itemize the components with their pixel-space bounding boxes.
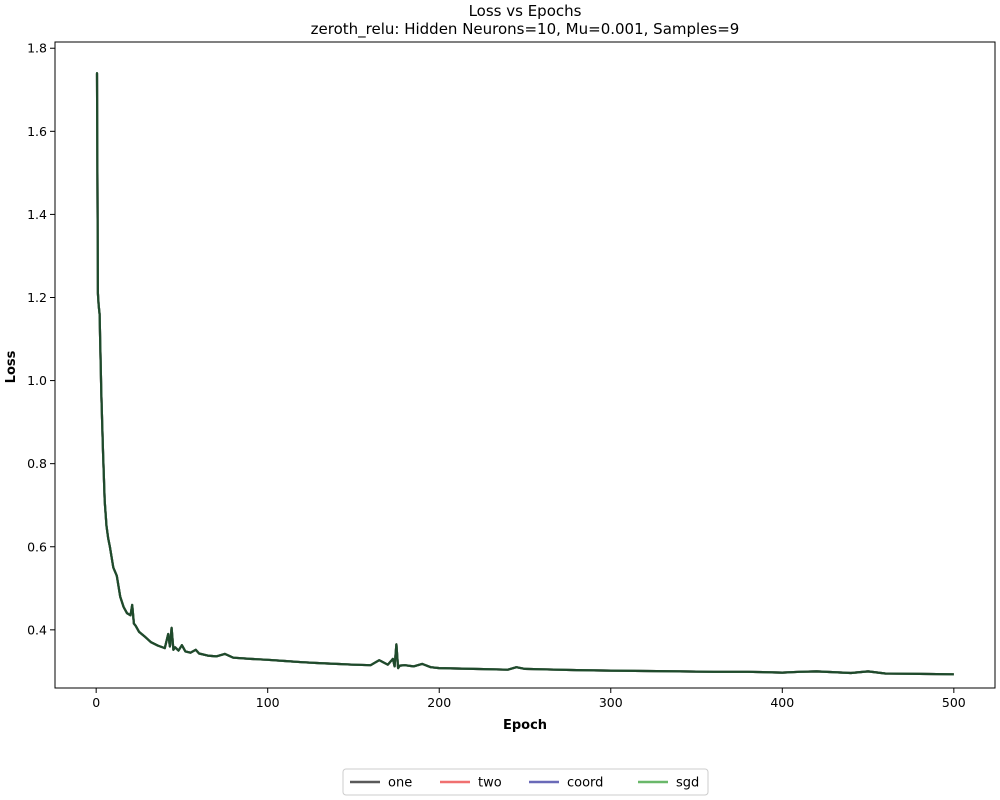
y-axis: 0.4 0.6 0.8 1.0 1.2 1.4 1.6 1.8: [27, 41, 55, 637]
x-axis-label: Epoch: [503, 718, 547, 733]
y-tick-label: 0.8: [27, 456, 47, 471]
y-tick-label: 0.4: [27, 622, 47, 637]
y-tick-label: 1.0: [27, 373, 47, 388]
x-axis: 0 100 200 300 400 500: [92, 688, 966, 710]
x-tick-label: 100: [256, 695, 280, 710]
y-tick-label: 1.4: [27, 207, 47, 222]
y-axis-label: Loss: [4, 350, 19, 383]
x-tick-label: 500: [942, 695, 966, 710]
series-line-two: [95, 72, 954, 676]
y-tick-label: 1.2: [27, 290, 47, 305]
series-line-overlap: [95, 72, 954, 676]
x-tick-label: 300: [599, 695, 623, 710]
chart-title: Loss vs Epochs: [469, 2, 582, 20]
legend-frame: [342, 768, 709, 796]
legend: one two coord sgd: [342, 768, 709, 796]
y-tick-label: 0.6: [27, 539, 47, 554]
legend-label-sgd: sgd: [676, 776, 699, 791]
chart-subtitle: zeroth_relu: Hidden Neurons=10, Mu=0.001…: [311, 20, 740, 39]
series-line-sgd: [95, 72, 954, 676]
y-tick-label: 1.6: [27, 124, 47, 139]
y-tick-label: 1.8: [27, 41, 47, 56]
plot-frame: [54, 41, 996, 689]
legend-label-coord: coord: [567, 776, 603, 791]
x-tick-label: 0: [92, 695, 100, 710]
x-tick-label: 200: [427, 695, 451, 710]
legend-label-two: two: [478, 776, 502, 791]
series-line-coord: [95, 72, 954, 676]
plot-area: [95, 72, 954, 676]
x-tick-label: 400: [770, 695, 794, 710]
series-line-one: [95, 72, 954, 676]
legend-label-one: one: [388, 776, 412, 791]
